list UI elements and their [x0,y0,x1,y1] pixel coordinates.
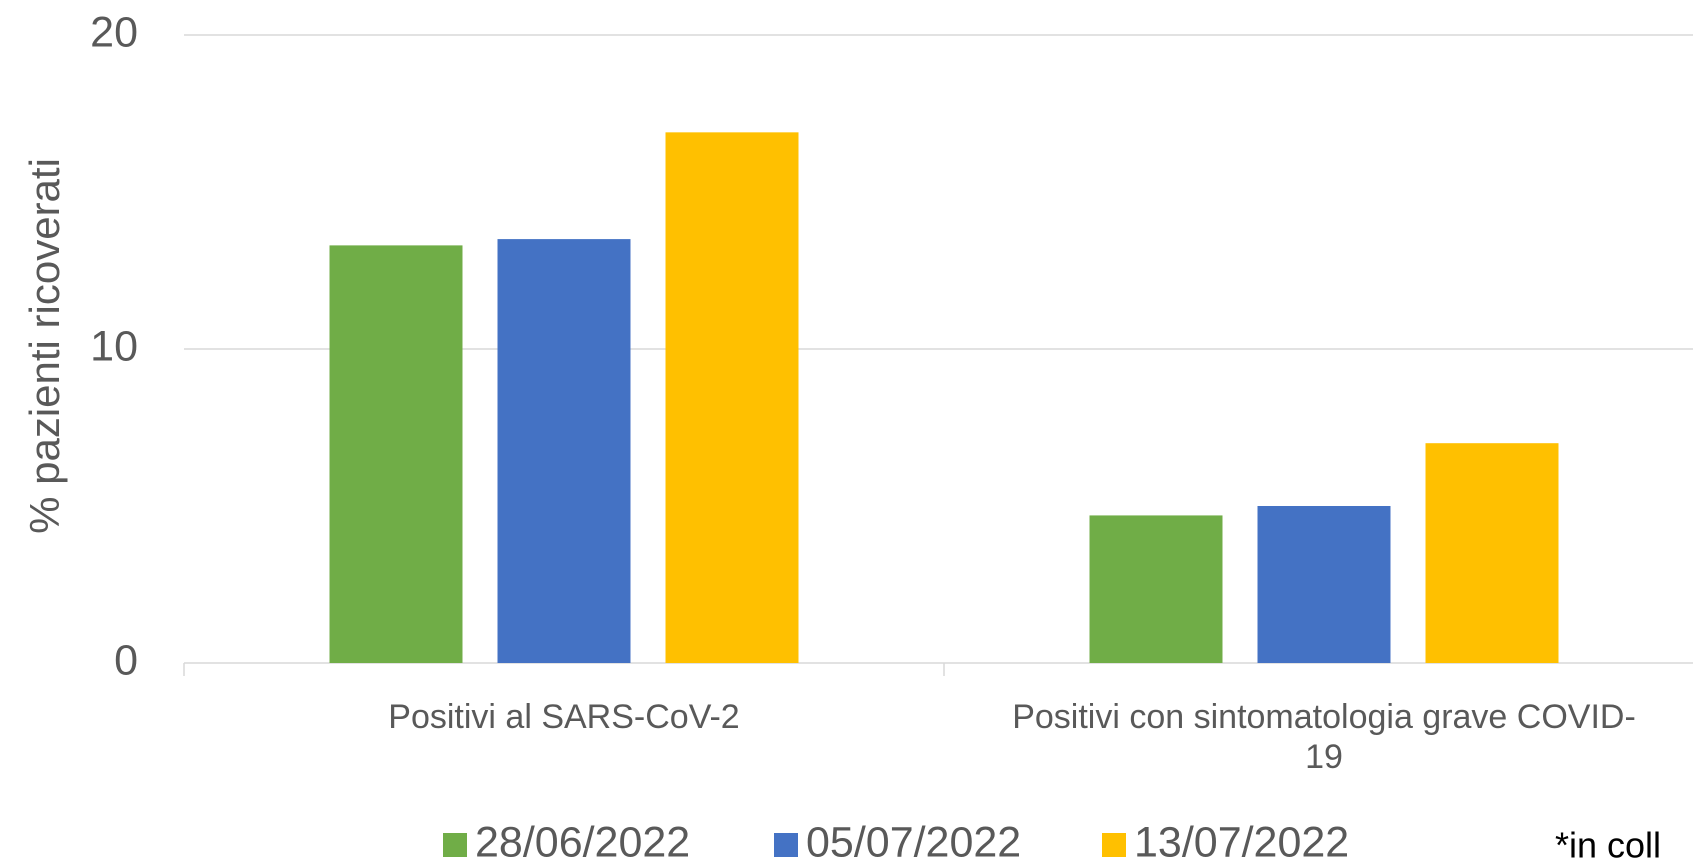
legend-label: 05/07/2022 [806,818,1021,865]
legend-swatch [774,833,798,857]
y-tick-label: 10 [90,322,138,370]
y-tick-label: 20 [90,8,138,56]
legend-label: 13/07/2022 [1134,818,1349,865]
legend-swatch [443,833,467,857]
bar [329,245,463,663]
bar [1425,443,1559,663]
legend-label: 28/06/2022 [475,818,690,865]
bar [497,239,631,663]
y-axis-label: % pazienti ricoverati [21,158,68,534]
y-tick-label: 0 [114,636,138,684]
bar [1089,515,1223,663]
bar [1257,506,1391,663]
bar [665,132,799,664]
note: *in coll [1555,825,1661,865]
x-tick-label: Positivi con sintomatologia grave COVID-… [1012,698,1636,776]
x-tick-label: Positivi al SARS-CoV-2 [388,698,740,736]
legend-swatch [1102,833,1126,857]
